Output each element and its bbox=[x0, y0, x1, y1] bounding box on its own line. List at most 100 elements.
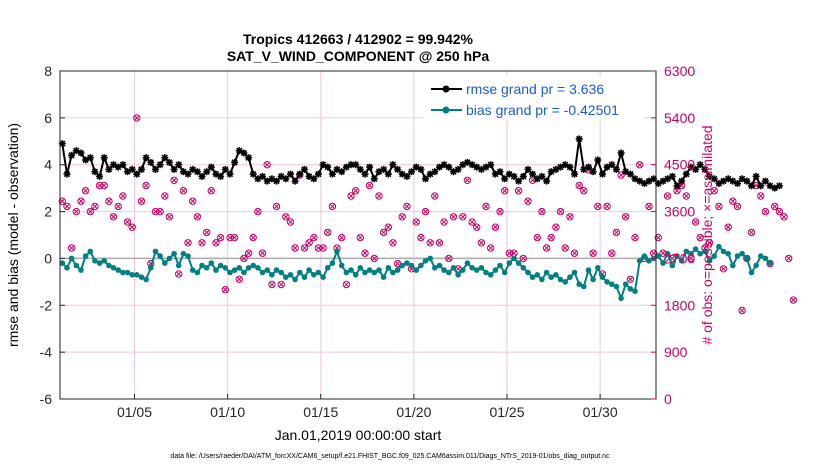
bias-point bbox=[213, 267, 219, 273]
obs-assimilated-stroke bbox=[544, 245, 550, 251]
star-stroke bbox=[338, 168, 345, 175]
obs-assimilated-stroke bbox=[730, 198, 736, 204]
obs-possible-marker bbox=[724, 223, 732, 231]
rmse-point bbox=[608, 161, 616, 169]
obs-assimilated-stroke bbox=[292, 245, 298, 251]
obs-assimilated-stroke bbox=[613, 229, 619, 235]
obs-assimilated-stroke bbox=[520, 255, 526, 261]
star-stroke bbox=[622, 168, 629, 175]
rmse-point bbox=[394, 165, 402, 173]
star-stroke bbox=[147, 159, 154, 166]
bias-series bbox=[59, 243, 773, 302]
rmse-point bbox=[259, 172, 266, 180]
bias-point bbox=[376, 267, 382, 273]
obs-assimilated-stroke bbox=[311, 235, 317, 241]
plot-frame bbox=[59, 70, 657, 400]
obs-assimilated-stroke bbox=[138, 198, 145, 204]
obs-count-point bbox=[174, 270, 183, 278]
obs-count-point bbox=[775, 207, 784, 216]
obs-count-point bbox=[552, 223, 560, 231]
star-stroke bbox=[366, 163, 373, 171]
bias-point bbox=[394, 267, 401, 273]
star-stroke bbox=[68, 152, 75, 159]
rmse-point bbox=[165, 158, 173, 166]
obs-assimilated-stroke bbox=[129, 224, 135, 230]
obs-assimilated-stroke bbox=[92, 203, 98, 209]
bias-point bbox=[543, 269, 550, 276]
obs-possible-marker bbox=[165, 213, 174, 221]
obs-count-point bbox=[328, 202, 337, 211]
star-stroke bbox=[422, 175, 429, 182]
obs-count-series bbox=[58, 114, 798, 315]
obs-possible-marker bbox=[379, 228, 388, 237]
obs-possible-marker bbox=[221, 286, 230, 294]
rmse-point bbox=[301, 165, 308, 173]
rmse-point bbox=[752, 172, 760, 180]
rmse-point bbox=[761, 177, 769, 185]
bias-point bbox=[432, 265, 438, 271]
rmse-point bbox=[375, 168, 383, 176]
star-stroke bbox=[203, 168, 210, 175]
bias-point bbox=[706, 258, 713, 264]
x-tick-label: 01/10 bbox=[210, 404, 245, 420]
obs-count-point bbox=[268, 280, 276, 289]
obs-possible-marker bbox=[212, 239, 220, 247]
rmse-point bbox=[710, 175, 718, 183]
obs-count-point bbox=[538, 207, 546, 216]
star-stroke bbox=[631, 175, 639, 182]
rmse-point bbox=[356, 165, 364, 173]
obs-assimilated-stroke bbox=[348, 193, 354, 199]
obs-possible-marker bbox=[128, 223, 136, 231]
obs-assimilated-stroke bbox=[110, 214, 117, 220]
bias-point bbox=[702, 248, 708, 255]
star-stroke bbox=[464, 159, 471, 166]
star-stroke bbox=[468, 161, 476, 168]
bias-point bbox=[678, 258, 685, 264]
obs-assimilated-stroke bbox=[190, 198, 196, 204]
star-stroke bbox=[701, 166, 709, 173]
obs-count-point bbox=[617, 171, 625, 179]
obs-count-point bbox=[165, 213, 174, 221]
obs-count-point bbox=[719, 265, 728, 273]
obs-count-point bbox=[133, 114, 141, 122]
obs-assimilated-stroke bbox=[106, 198, 112, 204]
obs-possible-marker bbox=[468, 218, 476, 226]
bias-point bbox=[352, 272, 359, 278]
star-stroke bbox=[571, 170, 578, 178]
rmse-point bbox=[422, 175, 429, 183]
rmse-point bbox=[724, 175, 732, 183]
bias-point bbox=[278, 269, 285, 276]
chart-subtitle: SAT_V_WIND_COMPONENT @ 250 hPa bbox=[227, 48, 490, 64]
rmse-point bbox=[682, 170, 690, 178]
obs-count-point bbox=[542, 244, 551, 252]
bias-point bbox=[473, 267, 480, 273]
rmse-point bbox=[68, 151, 76, 159]
star-stroke bbox=[506, 170, 513, 178]
obs-possible-marker bbox=[347, 192, 355, 200]
y2-tick-label: 5400 bbox=[664, 110, 695, 126]
obs-assimilated-stroke bbox=[120, 193, 126, 199]
star-stroke bbox=[180, 168, 187, 175]
x-tick-label: 01/25 bbox=[489, 404, 524, 420]
star-stroke bbox=[417, 166, 425, 173]
y-axis-right: 0 900 1800 2700 3600 4500 5400 6300 bbox=[651, 63, 695, 407]
star-stroke bbox=[305, 173, 313, 180]
bias-point bbox=[292, 276, 298, 283]
rmse-point bbox=[673, 182, 681, 190]
obs-count-point bbox=[789, 296, 798, 304]
bias-point bbox=[231, 267, 238, 273]
obs-count-point bbox=[244, 249, 253, 257]
bias-point bbox=[413, 267, 420, 273]
bias-point bbox=[460, 267, 466, 273]
obs-assimilated-stroke bbox=[753, 182, 759, 189]
obs-count-point bbox=[193, 213, 202, 221]
bias-point bbox=[483, 269, 489, 276]
obs-assimilated-stroke bbox=[320, 245, 326, 251]
obs-possible-marker bbox=[622, 213, 630, 221]
star-stroke bbox=[454, 166, 462, 173]
rmse-point bbox=[221, 165, 229, 173]
rmse-point bbox=[445, 163, 453, 171]
star-stroke bbox=[562, 161, 569, 168]
obs-possible-marker bbox=[324, 228, 332, 237]
obs-count-point bbox=[589, 249, 597, 257]
